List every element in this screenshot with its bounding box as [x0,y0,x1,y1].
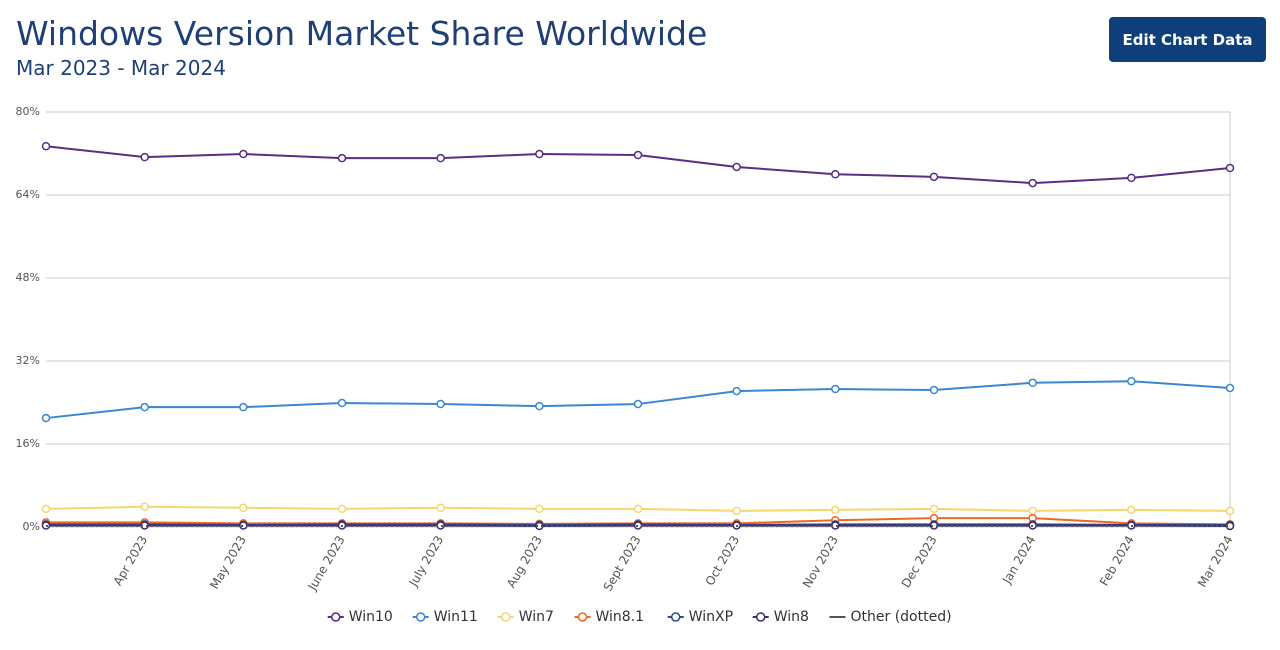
x-tick-label: Nov 2023 [800,533,841,590]
data-point [239,402,248,412]
legend-label: Win8.1 [596,609,645,625]
data-point [337,504,347,514]
x-tick-label: Dec 2023 [899,533,940,590]
data-point [140,502,149,512]
y-tick-label: 16% [16,437,40,450]
data-point [633,504,643,514]
x-tick-label: Apr 2023 [111,533,151,588]
y-tick-label: 32% [16,354,40,367]
data-point [732,386,741,396]
data-point [140,402,149,412]
x-tick-label: Sept 2023 [601,533,644,593]
data-point [929,385,939,395]
data-point [1028,378,1037,388]
data-point [1127,505,1136,515]
legend-marker [500,612,511,622]
data-point [929,172,939,182]
series-line [45,380,1231,420]
data-point [929,504,939,514]
x-tick-label: Aug 2023 [504,533,545,590]
legend-marker [330,612,341,622]
data-point [239,149,248,159]
data-point [1127,173,1136,183]
y-tick-label: 80% [16,105,40,118]
x-tick-label: Jan 2024 [999,533,1038,587]
data-point [1225,506,1235,516]
x-tick-label: June 2023 [305,533,348,593]
legend-label: Other (dotted) [851,609,952,625]
data-point [831,384,840,394]
data-point [239,521,248,530]
data-point [1028,506,1037,516]
data-point [732,506,741,516]
x-tick-label: May 2023 [207,533,249,591]
x-tick-label: Feb 2024 [1097,533,1137,588]
legend-marker [415,612,426,622]
data-point [436,153,445,163]
data-point [633,150,643,160]
data-point [140,152,149,162]
data-point [436,521,445,530]
data-point [436,503,445,513]
y-tick-label: 0% [23,520,40,533]
data-point [831,170,840,179]
x-tick-label: July 2023 [406,533,447,589]
data-point [535,401,544,411]
x-tick-label: Oct 2023 [703,533,743,588]
x-tick-label: Mar 2024 [1195,533,1236,589]
data-point [1028,178,1037,188]
data-point [436,399,445,409]
data-point [1225,383,1235,393]
y-tick-label: 48% [16,271,40,284]
data-point [41,141,51,151]
data-point [1127,376,1136,386]
legend-label: Win7 [519,609,554,625]
data-point [1225,163,1235,173]
data-point [831,505,840,515]
title: Windows Version Market Share Worldwide [16,14,708,53]
legend-label: Win8 [774,609,809,625]
data-point [337,398,347,408]
data-point [633,399,643,409]
subtitle: Mar 2023 - Mar 2024 [16,56,226,80]
data-point [337,153,347,163]
legend-marker [577,612,588,622]
data-point [732,162,741,172]
y-tick-label: 64% [16,188,40,201]
legend-marker [755,612,766,622]
data-point [535,149,544,159]
data-point [239,503,248,513]
legend-label: WinXP [689,609,733,625]
edit-chart-button[interactable]: Edit Chart Data [1109,17,1266,62]
data-point [535,504,544,514]
data-point [41,504,51,514]
legend-marker [670,612,681,622]
legend-label: Win10 [349,609,393,625]
data-point [41,413,51,423]
legend-label: Win11 [434,609,478,625]
